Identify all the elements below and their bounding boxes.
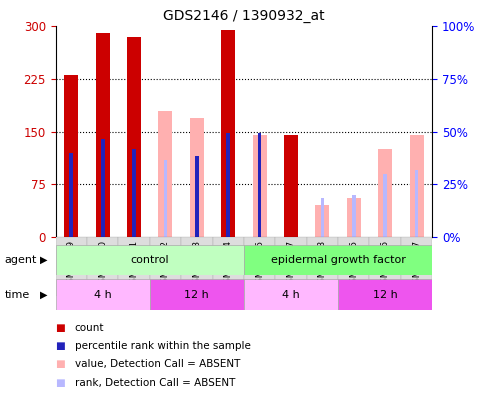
Text: 4 h: 4 h [94,290,112,300]
Title: GDS2146 / 1390932_at: GDS2146 / 1390932_at [163,9,325,23]
Text: 12 h: 12 h [373,290,398,300]
FancyBboxPatch shape [338,237,369,296]
Bar [415,170,418,237]
FancyBboxPatch shape [213,237,244,296]
Bar [96,33,110,237]
Text: GSM75265: GSM75265 [255,240,264,289]
FancyBboxPatch shape [338,279,432,310]
Text: GSM75268: GSM75268 [318,240,327,289]
Text: GSM75277: GSM75277 [412,240,421,289]
Bar [284,135,298,237]
Text: ■: ■ [56,323,65,333]
Bar [347,198,361,237]
Bar [253,135,267,237]
FancyBboxPatch shape [150,279,244,310]
Text: epidermal growth factor: epidermal growth factor [270,255,406,265]
FancyBboxPatch shape [87,237,118,296]
Bar [221,30,235,237]
Text: GSM75273: GSM75273 [192,240,201,289]
FancyBboxPatch shape [401,237,432,296]
Text: GSM75275: GSM75275 [349,240,358,289]
Text: control: control [130,255,169,265]
FancyBboxPatch shape [244,279,338,310]
Bar [64,75,78,237]
Text: GSM75270: GSM75270 [98,240,107,289]
Bar [132,149,136,237]
Bar [258,133,261,237]
Bar [127,37,141,237]
Text: GSM75267: GSM75267 [286,240,296,289]
Bar [70,153,73,237]
FancyBboxPatch shape [56,279,150,310]
FancyBboxPatch shape [181,237,213,296]
Text: percentile rank within the sample: percentile rank within the sample [75,341,251,351]
Text: agent: agent [5,255,37,265]
Bar [158,111,172,237]
Bar [384,174,387,237]
Text: ■: ■ [56,378,65,388]
Bar [164,160,167,237]
Text: rank, Detection Call = ABSENT: rank, Detection Call = ABSENT [75,378,235,388]
FancyBboxPatch shape [150,237,181,296]
FancyBboxPatch shape [56,245,244,275]
FancyBboxPatch shape [307,237,338,296]
Text: 4 h: 4 h [282,290,300,300]
FancyBboxPatch shape [369,237,401,296]
FancyBboxPatch shape [56,237,87,296]
FancyBboxPatch shape [244,237,275,296]
Text: 12 h: 12 h [185,290,209,300]
Bar [315,205,329,237]
Bar [378,149,392,237]
Bar [227,133,230,237]
Text: ■: ■ [56,341,65,351]
Bar [321,198,324,237]
Text: ▶: ▶ [40,290,47,300]
Bar [410,135,424,237]
Text: GSM75269: GSM75269 [67,240,76,289]
Text: value, Detection Call = ABSENT: value, Detection Call = ABSENT [75,360,240,369]
Text: GSM75271: GSM75271 [129,240,139,289]
Bar [195,156,199,237]
Bar [190,117,204,237]
Bar [101,139,104,237]
Text: GSM75272: GSM75272 [161,240,170,289]
Bar [352,195,355,237]
FancyBboxPatch shape [118,237,150,296]
Text: ■: ■ [56,360,65,369]
Text: count: count [75,323,104,333]
FancyBboxPatch shape [275,237,307,296]
Text: ▶: ▶ [40,255,47,265]
Text: GSM75274: GSM75274 [224,240,233,289]
Text: time: time [5,290,30,300]
Text: GSM75276: GSM75276 [381,240,390,289]
FancyBboxPatch shape [244,245,432,275]
